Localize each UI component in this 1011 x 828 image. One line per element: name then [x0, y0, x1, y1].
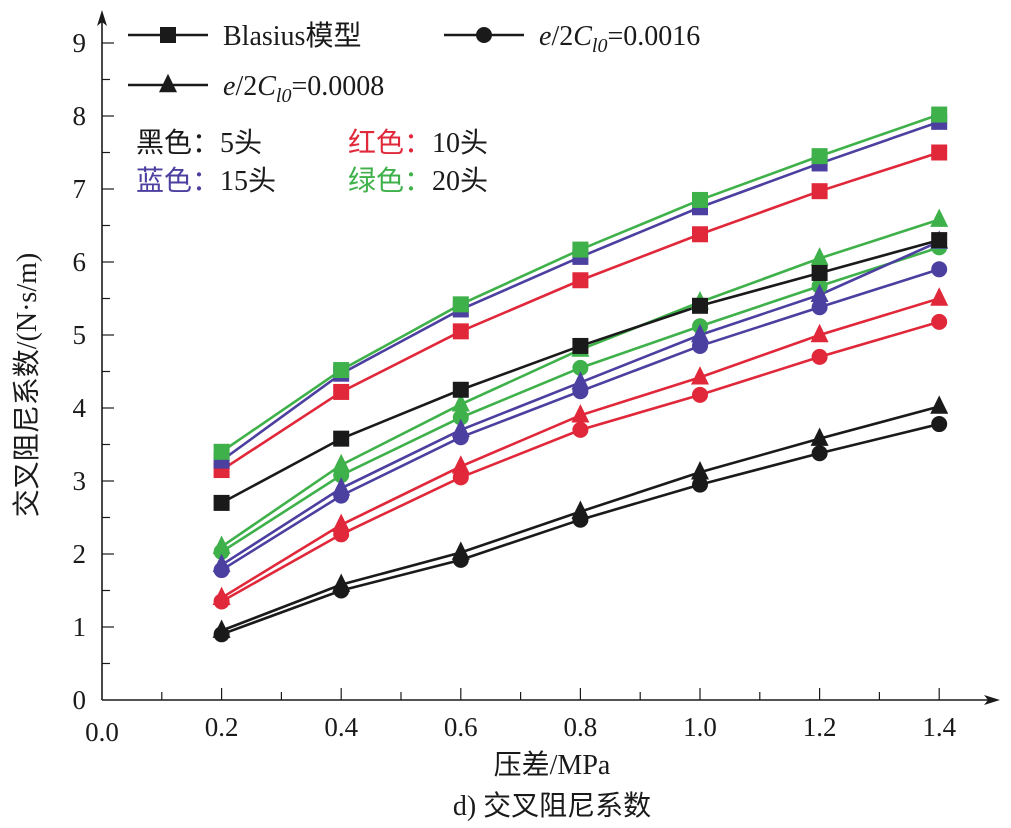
data-point [811, 445, 828, 462]
data-point [930, 395, 949, 414]
data-point [692, 297, 708, 314]
data-point [212, 586, 231, 605]
data-point [572, 272, 589, 289]
y-tick-label: 5 [73, 320, 87, 350]
data-point [213, 494, 230, 511]
data-point [452, 296, 469, 313]
x-tick-label: 0.4 [324, 712, 358, 742]
color-legend-item: 红色：10头 [348, 127, 488, 159]
data-point [212, 535, 231, 554]
x-tick-label: 1.0 [683, 712, 717, 742]
data-point [692, 386, 708, 403]
data-point [930, 208, 949, 227]
data-point [452, 409, 469, 426]
data-point [692, 191, 708, 208]
data-point [931, 144, 948, 161]
figure-caption: d) 交叉阻尼系数 [453, 790, 651, 822]
y-tick-label: 0 [73, 685, 87, 715]
data-point [452, 323, 469, 340]
y-tick-label: 7 [73, 174, 87, 204]
data-point [931, 261, 948, 278]
legend-circle-marker-icon [476, 27, 492, 43]
data-point [212, 619, 231, 638]
x-tick-label: 1.2 [803, 712, 837, 742]
data-point [691, 461, 709, 480]
data-point [811, 299, 828, 316]
data-point [572, 421, 589, 438]
data-point [931, 106, 948, 123]
data-point [571, 404, 590, 423]
y-axis-title: 交叉阻尼系数/(N·s/m) [11, 253, 43, 517]
series-layer [212, 106, 949, 643]
legend-square-marker-icon [160, 27, 176, 43]
data-point [810, 247, 829, 266]
data-point [333, 362, 350, 379]
legend-label: e/2Cl0=0.0008 [223, 71, 384, 107]
data-point [451, 541, 470, 560]
color-legend-item: 绿色：20头 [348, 165, 488, 197]
data-point [811, 348, 828, 365]
x-tick-label: 0.8 [564, 712, 598, 742]
data-point [931, 313, 948, 330]
y-tick-label: 2 [73, 539, 87, 569]
data-point [691, 323, 709, 343]
y-tick-label: 4 [73, 393, 87, 423]
data-point [571, 500, 590, 519]
data-point [332, 453, 351, 473]
data-point [692, 226, 708, 243]
data-point [692, 476, 708, 493]
data-point [333, 430, 350, 447]
legend-label: Blasius模型 [223, 20, 361, 52]
data-point [332, 477, 351, 496]
x-tick-label: 0.6 [444, 712, 478, 742]
data-point [811, 264, 828, 281]
x-axis-title: 压差/MPa [494, 749, 611, 781]
legend: Blasius模型 e/2Cl0=0.0016 e/2Cl0=0.0008 黑色：5头… [128, 20, 700, 197]
color-legend-item: 黑色：5头 [136, 127, 262, 159]
y-tick-label: 1 [73, 612, 87, 642]
data-point [333, 383, 350, 400]
data-point [810, 283, 829, 303]
x-tick-label: 0.0 [85, 717, 119, 747]
axes: 0.0 0.2 0.4 0.6 0.8 1.0 1.2 1.4 0 1 2 3 4 5 6 7 8 9 [73, 10, 1000, 747]
data-point [213, 443, 230, 460]
data-point [572, 337, 589, 354]
y-tick-label: 3 [73, 466, 87, 496]
y-axis-arrow-icon [97, 10, 107, 26]
y-tick-label: 9 [73, 28, 87, 58]
data-point [451, 418, 470, 438]
data-point [451, 455, 470, 474]
y-tick-label: 6 [73, 247, 87, 277]
data-point [811, 148, 828, 165]
data-point [572, 241, 589, 258]
legend-triangle-marker-icon [159, 73, 177, 93]
series-line [221, 422, 940, 636]
data-point [931, 232, 948, 249]
data-point [572, 359, 589, 376]
data-point [332, 513, 351, 532]
data-point [811, 183, 828, 200]
data-point [691, 366, 709, 385]
data-point [810, 427, 829, 446]
data-point [810, 323, 829, 343]
data-point [931, 416, 948, 433]
data-point [571, 371, 590, 390]
x-axis-arrow-icon [984, 695, 1000, 705]
y-tick-label: 8 [73, 101, 87, 131]
data-point [212, 553, 231, 573]
x-tick-label: 0.2 [205, 712, 239, 742]
data-point [930, 287, 949, 306]
data-point [332, 573, 351, 592]
legend-label: e/2Cl0=0.0016 [539, 21, 700, 57]
data-point [451, 393, 470, 412]
data-point [452, 381, 469, 398]
color-legend-item: 蓝色：15头 [136, 165, 276, 197]
x-tick-label: 1.4 [922, 712, 956, 742]
